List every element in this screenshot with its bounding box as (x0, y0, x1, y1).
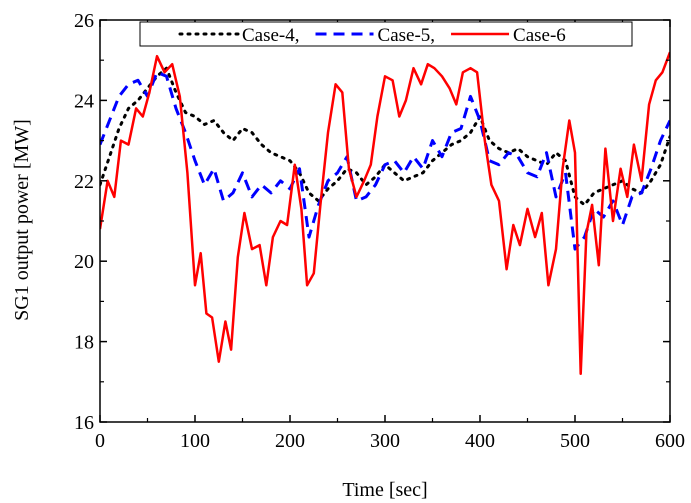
x-tick-label: 500 (560, 430, 590, 452)
series-layer (100, 51, 670, 376)
y-tick-label: 26 (74, 10, 94, 32)
x-tick-label: 300 (370, 430, 400, 452)
x-tick-label: 200 (275, 430, 305, 452)
y-tick-label: 24 (74, 90, 94, 112)
y-tick-label: 22 (74, 171, 94, 193)
series-line-2 (100, 70, 670, 251)
legend-label-1: Case-4, (242, 25, 300, 46)
legend-label-3: Case-6 (513, 25, 566, 46)
y-axis-label: SG1 output power [MW] (11, 119, 33, 321)
legend: Case-4, Case-5, Case-6 (139, 21, 633, 47)
x-tick-label: 400 (465, 430, 495, 452)
y-tick-label: 20 (74, 251, 94, 273)
x-axis-label: Time [sec] (342, 479, 427, 501)
series-line-3 (100, 51, 670, 376)
legend-label-2: Case-5, (378, 25, 436, 46)
y-tick-label: 18 (74, 332, 94, 354)
axis-ticks: 0 100 200 300 400 500 600 16 18 20 22 24 26 (74, 10, 685, 452)
y-tick-label: 16 (74, 412, 94, 434)
x-tick-label: 100 (180, 430, 210, 452)
x-tick-label: 0 (95, 430, 105, 452)
x-tick-label: 600 (655, 430, 685, 452)
